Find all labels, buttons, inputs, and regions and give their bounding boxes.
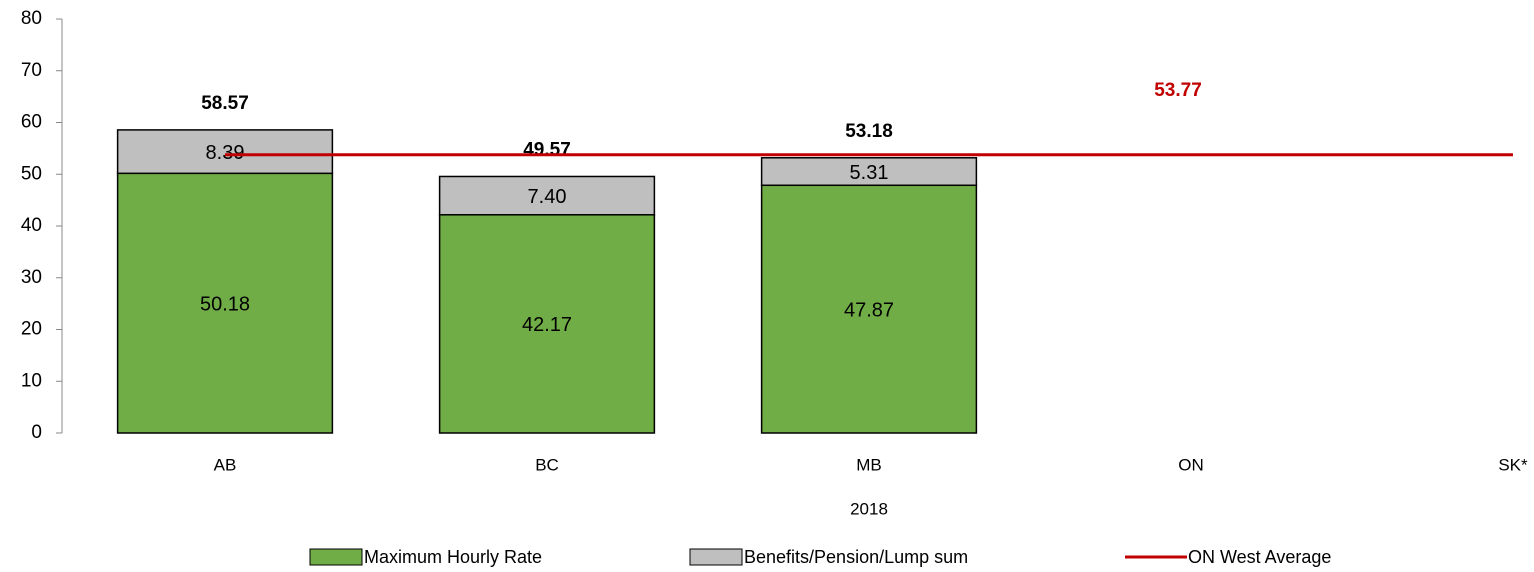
x-tick-label: AB: [214, 455, 237, 474]
y-tick-label: 10: [21, 370, 42, 391]
x-tick-label: SK*: [1498, 455, 1528, 474]
total-label: 49.57: [523, 139, 571, 160]
x-tick-label: MB: [856, 455, 882, 474]
bar-segment: [760, 184, 978, 434]
bar-segment: [116, 129, 334, 175]
legend-label: ON West Average: [1188, 547, 1331, 567]
bar-segment: [438, 175, 656, 216]
total-label: 53.18: [845, 121, 893, 142]
y-tick-label: 70: [21, 60, 42, 81]
x-axis-label: 2018: [850, 499, 888, 518]
y-tick-label: 50: [21, 163, 42, 184]
x-tick-label: ON: [1178, 455, 1204, 474]
legend-swatch: [689, 548, 743, 566]
bar-segment: [760, 157, 978, 187]
bar-segment: [438, 214, 656, 434]
y-tick-label: 80: [21, 8, 42, 29]
data-label: 5.31: [850, 162, 889, 184]
y-tick-label: 60: [21, 112, 42, 133]
y-tick-label: 40: [21, 215, 42, 236]
line-label: 53.77: [1154, 80, 1202, 101]
y-tick-label: 0: [31, 422, 42, 443]
data-label: 47.87: [844, 299, 894, 321]
data-label: 42.17: [522, 314, 572, 336]
legend-swatch: [309, 548, 363, 566]
y-tick-label: 30: [21, 267, 42, 288]
total-label: 58.57: [201, 93, 249, 114]
x-tick-label: BC: [535, 455, 559, 474]
data-label: 50.18: [200, 293, 250, 315]
data-label: 8.39: [206, 142, 245, 164]
y-tick-label: 20: [21, 319, 42, 340]
legend-label: Benefits/Pension/Lump sum: [744, 547, 968, 567]
data-label: 7.40: [528, 186, 567, 208]
legend-label: Maximum Hourly Rate: [364, 547, 542, 567]
